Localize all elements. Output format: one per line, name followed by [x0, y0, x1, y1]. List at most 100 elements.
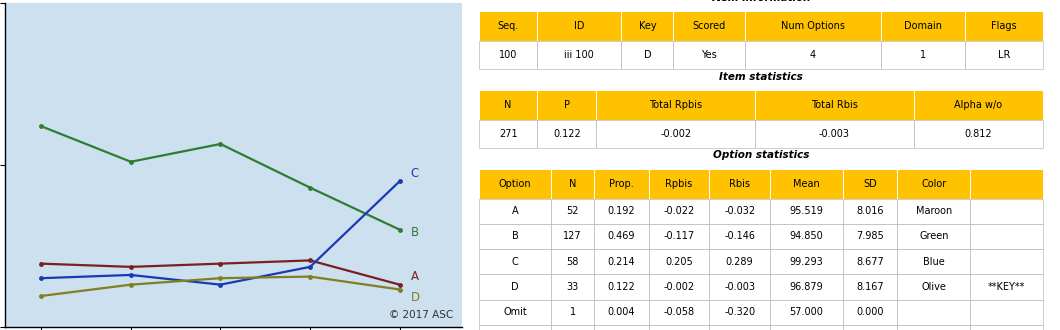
Text: -0.032: -0.032 — [724, 206, 755, 216]
FancyBboxPatch shape — [843, 169, 898, 199]
Text: -0.320: -0.320 — [724, 307, 755, 317]
Text: D: D — [511, 282, 519, 292]
FancyBboxPatch shape — [970, 169, 1043, 199]
Text: Domain: Domain — [904, 21, 942, 31]
Text: Prop.: Prop. — [608, 179, 634, 189]
Text: 4: 4 — [810, 50, 816, 60]
FancyBboxPatch shape — [551, 249, 594, 274]
Text: 8.677: 8.677 — [856, 257, 884, 267]
Text: 57.000: 57.000 — [790, 307, 824, 317]
FancyBboxPatch shape — [970, 249, 1043, 274]
FancyBboxPatch shape — [479, 90, 537, 120]
FancyBboxPatch shape — [479, 11, 537, 42]
FancyBboxPatch shape — [594, 224, 649, 249]
FancyBboxPatch shape — [770, 325, 843, 330]
Text: Total Rpbis: Total Rpbis — [649, 100, 702, 110]
FancyBboxPatch shape — [479, 274, 551, 300]
FancyBboxPatch shape — [970, 325, 1043, 330]
FancyBboxPatch shape — [551, 199, 594, 224]
Text: Scored: Scored — [692, 21, 726, 31]
Text: C: C — [410, 167, 419, 180]
Text: 0.214: 0.214 — [607, 257, 635, 267]
Text: 0.469: 0.469 — [607, 231, 635, 242]
FancyBboxPatch shape — [537, 90, 597, 120]
FancyBboxPatch shape — [744, 42, 881, 69]
FancyBboxPatch shape — [594, 169, 649, 199]
FancyBboxPatch shape — [621, 42, 673, 69]
Text: 100: 100 — [498, 50, 517, 60]
Text: Green: Green — [919, 231, 949, 242]
Text: Maroon: Maroon — [916, 206, 952, 216]
Text: 99.293: 99.293 — [790, 257, 824, 267]
FancyBboxPatch shape — [843, 274, 898, 300]
FancyBboxPatch shape — [709, 169, 770, 199]
FancyBboxPatch shape — [709, 300, 770, 325]
Text: 0.000: 0.000 — [856, 307, 884, 317]
FancyBboxPatch shape — [898, 300, 970, 325]
FancyBboxPatch shape — [537, 11, 621, 42]
FancyBboxPatch shape — [649, 199, 709, 224]
Text: -0.058: -0.058 — [664, 307, 694, 317]
FancyBboxPatch shape — [898, 169, 970, 199]
FancyBboxPatch shape — [970, 300, 1043, 325]
Text: Flags: Flags — [991, 21, 1017, 31]
Text: 0.122: 0.122 — [607, 282, 635, 292]
Text: Yes: Yes — [701, 50, 717, 60]
Text: 58: 58 — [566, 257, 579, 267]
FancyBboxPatch shape — [770, 274, 843, 300]
Text: -0.003: -0.003 — [724, 282, 755, 292]
FancyBboxPatch shape — [843, 300, 898, 325]
FancyBboxPatch shape — [966, 42, 1043, 69]
Text: Item statistics: Item statistics — [719, 72, 802, 82]
Text: -0.022: -0.022 — [664, 206, 694, 216]
FancyBboxPatch shape — [597, 90, 755, 120]
Text: -0.117: -0.117 — [664, 231, 694, 242]
Text: 8.016: 8.016 — [856, 206, 884, 216]
Text: 96.879: 96.879 — [790, 282, 824, 292]
FancyBboxPatch shape — [881, 42, 966, 69]
Text: A: A — [410, 270, 419, 283]
Text: Blue: Blue — [923, 257, 944, 267]
FancyBboxPatch shape — [594, 300, 649, 325]
FancyBboxPatch shape — [709, 325, 770, 330]
FancyBboxPatch shape — [770, 249, 843, 274]
FancyBboxPatch shape — [649, 224, 709, 249]
FancyBboxPatch shape — [649, 325, 709, 330]
Text: ID: ID — [573, 21, 584, 31]
Text: Option: Option — [499, 179, 531, 189]
FancyBboxPatch shape — [551, 325, 594, 330]
Text: © 2017 ASC: © 2017 ASC — [389, 310, 454, 320]
FancyBboxPatch shape — [898, 274, 970, 300]
Text: B: B — [512, 231, 518, 242]
Text: 0.289: 0.289 — [726, 257, 754, 267]
FancyBboxPatch shape — [649, 274, 709, 300]
Text: A: A — [512, 206, 518, 216]
Text: N: N — [569, 179, 577, 189]
FancyBboxPatch shape — [709, 274, 770, 300]
Text: LR: LR — [997, 50, 1010, 60]
FancyBboxPatch shape — [594, 199, 649, 224]
Text: -0.146: -0.146 — [724, 231, 755, 242]
Text: D: D — [410, 291, 420, 304]
Text: 271: 271 — [499, 129, 517, 139]
FancyBboxPatch shape — [551, 169, 594, 199]
Text: C: C — [512, 257, 518, 267]
FancyBboxPatch shape — [649, 169, 709, 199]
Text: 1: 1 — [569, 307, 576, 317]
Text: Omit: Omit — [504, 307, 527, 317]
FancyBboxPatch shape — [914, 90, 1043, 120]
Text: Seq.: Seq. — [497, 21, 518, 31]
Text: 94.850: 94.850 — [790, 231, 824, 242]
Text: Rbis: Rbis — [729, 179, 750, 189]
FancyBboxPatch shape — [966, 11, 1043, 42]
FancyBboxPatch shape — [594, 249, 649, 274]
FancyBboxPatch shape — [594, 274, 649, 300]
FancyBboxPatch shape — [594, 325, 649, 330]
FancyBboxPatch shape — [970, 199, 1043, 224]
FancyBboxPatch shape — [843, 199, 898, 224]
Text: 7.985: 7.985 — [856, 231, 884, 242]
FancyBboxPatch shape — [898, 224, 970, 249]
FancyBboxPatch shape — [479, 199, 551, 224]
FancyBboxPatch shape — [673, 11, 744, 42]
FancyBboxPatch shape — [898, 249, 970, 274]
